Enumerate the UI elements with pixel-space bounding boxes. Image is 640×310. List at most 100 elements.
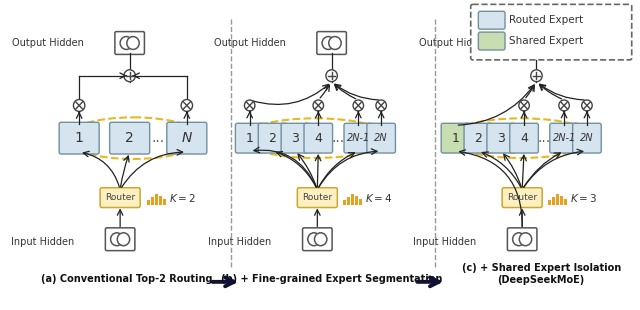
FancyBboxPatch shape [508,228,537,251]
Bar [163,198,166,205]
Circle shape [74,100,85,111]
Circle shape [519,100,529,111]
Text: 4: 4 [314,132,322,145]
Bar [151,197,154,205]
Circle shape [326,70,337,82]
Circle shape [314,233,327,246]
Circle shape [534,37,546,50]
Circle shape [329,37,341,50]
Text: Input Hidden: Input Hidden [209,237,271,247]
FancyBboxPatch shape [487,123,515,153]
Text: 2N-1: 2N-1 [347,133,370,143]
FancyBboxPatch shape [470,4,632,60]
Text: Output Hidden: Output Hidden [12,38,84,48]
Text: 1: 1 [75,131,84,145]
FancyBboxPatch shape [367,123,396,153]
FancyBboxPatch shape [59,122,99,154]
Circle shape [527,37,540,50]
FancyBboxPatch shape [573,123,601,153]
Text: 2N: 2N [580,133,594,143]
Text: 3: 3 [291,132,300,145]
Text: 1: 1 [452,132,460,145]
Circle shape [531,70,542,82]
FancyBboxPatch shape [115,32,145,55]
Text: Router: Router [302,193,332,202]
FancyBboxPatch shape [510,123,538,153]
FancyBboxPatch shape [478,32,505,50]
FancyBboxPatch shape [303,228,332,251]
Bar [560,196,563,205]
FancyBboxPatch shape [304,123,333,153]
FancyBboxPatch shape [317,32,346,55]
Text: 2: 2 [474,132,483,145]
FancyBboxPatch shape [167,122,207,154]
Text: ...: ... [332,131,345,145]
Text: Routed Expert: Routed Expert [509,15,583,25]
Text: Output Hidden: Output Hidden [419,38,491,48]
Text: N: N [182,131,192,145]
Text: 2: 2 [125,131,134,145]
Bar [359,198,362,205]
Circle shape [117,233,130,246]
Circle shape [582,100,592,111]
Bar [552,197,555,205]
Text: Router: Router [105,193,135,202]
Text: ...: ... [152,131,164,145]
FancyBboxPatch shape [502,188,542,207]
Text: 2N: 2N [374,133,388,143]
Circle shape [124,70,136,82]
Circle shape [127,37,139,50]
FancyBboxPatch shape [522,32,551,55]
Text: (c) + Shared Expert Isolation
(DeepSeekMoE): (c) + Shared Expert Isolation (DeepSeekM… [461,263,621,285]
Circle shape [313,100,324,111]
Bar [548,200,551,205]
Circle shape [308,233,320,246]
FancyBboxPatch shape [281,123,310,153]
Bar [343,200,346,205]
Text: 2: 2 [269,132,276,145]
Bar [347,197,350,205]
FancyBboxPatch shape [236,123,264,153]
Text: 2N-1: 2N-1 [552,133,576,143]
Text: Shared Expert: Shared Expert [509,36,583,46]
Text: ...: ... [538,131,550,145]
Text: $K = 2$: $K = 2$ [169,192,196,204]
Circle shape [376,100,387,111]
Text: Input Hidden: Input Hidden [413,237,476,247]
Circle shape [353,100,364,111]
FancyBboxPatch shape [100,188,140,207]
FancyBboxPatch shape [344,123,372,153]
Bar [155,194,157,205]
Circle shape [559,100,570,111]
Circle shape [181,100,193,111]
Text: 1: 1 [246,132,253,145]
Text: 4: 4 [520,132,528,145]
FancyBboxPatch shape [478,11,505,29]
Bar [556,194,559,205]
FancyBboxPatch shape [298,188,337,207]
FancyBboxPatch shape [259,123,287,153]
Text: Input Hidden: Input Hidden [11,237,74,247]
Text: 3: 3 [497,132,505,145]
FancyBboxPatch shape [464,123,493,153]
FancyBboxPatch shape [441,123,470,153]
Circle shape [513,233,525,246]
Circle shape [519,233,532,246]
FancyBboxPatch shape [109,122,150,154]
Text: (a) Conventional Top-2 Routing: (a) Conventional Top-2 Routing [41,274,212,284]
Bar [147,200,150,205]
Bar [159,196,162,205]
FancyBboxPatch shape [106,228,135,251]
Bar [355,196,358,205]
Circle shape [322,37,335,50]
Bar [351,194,354,205]
Bar [564,198,567,205]
Circle shape [111,233,123,246]
Text: $K = 4$: $K = 4$ [365,192,392,204]
FancyBboxPatch shape [550,123,579,153]
Text: Output Hidden: Output Hidden [214,38,286,48]
Circle shape [120,37,132,50]
Text: $K = 3$: $K = 3$ [570,192,597,204]
Text: (b) + Fine-grained Expert Segmentation: (b) + Fine-grained Expert Segmentation [221,274,442,284]
Circle shape [244,100,255,111]
